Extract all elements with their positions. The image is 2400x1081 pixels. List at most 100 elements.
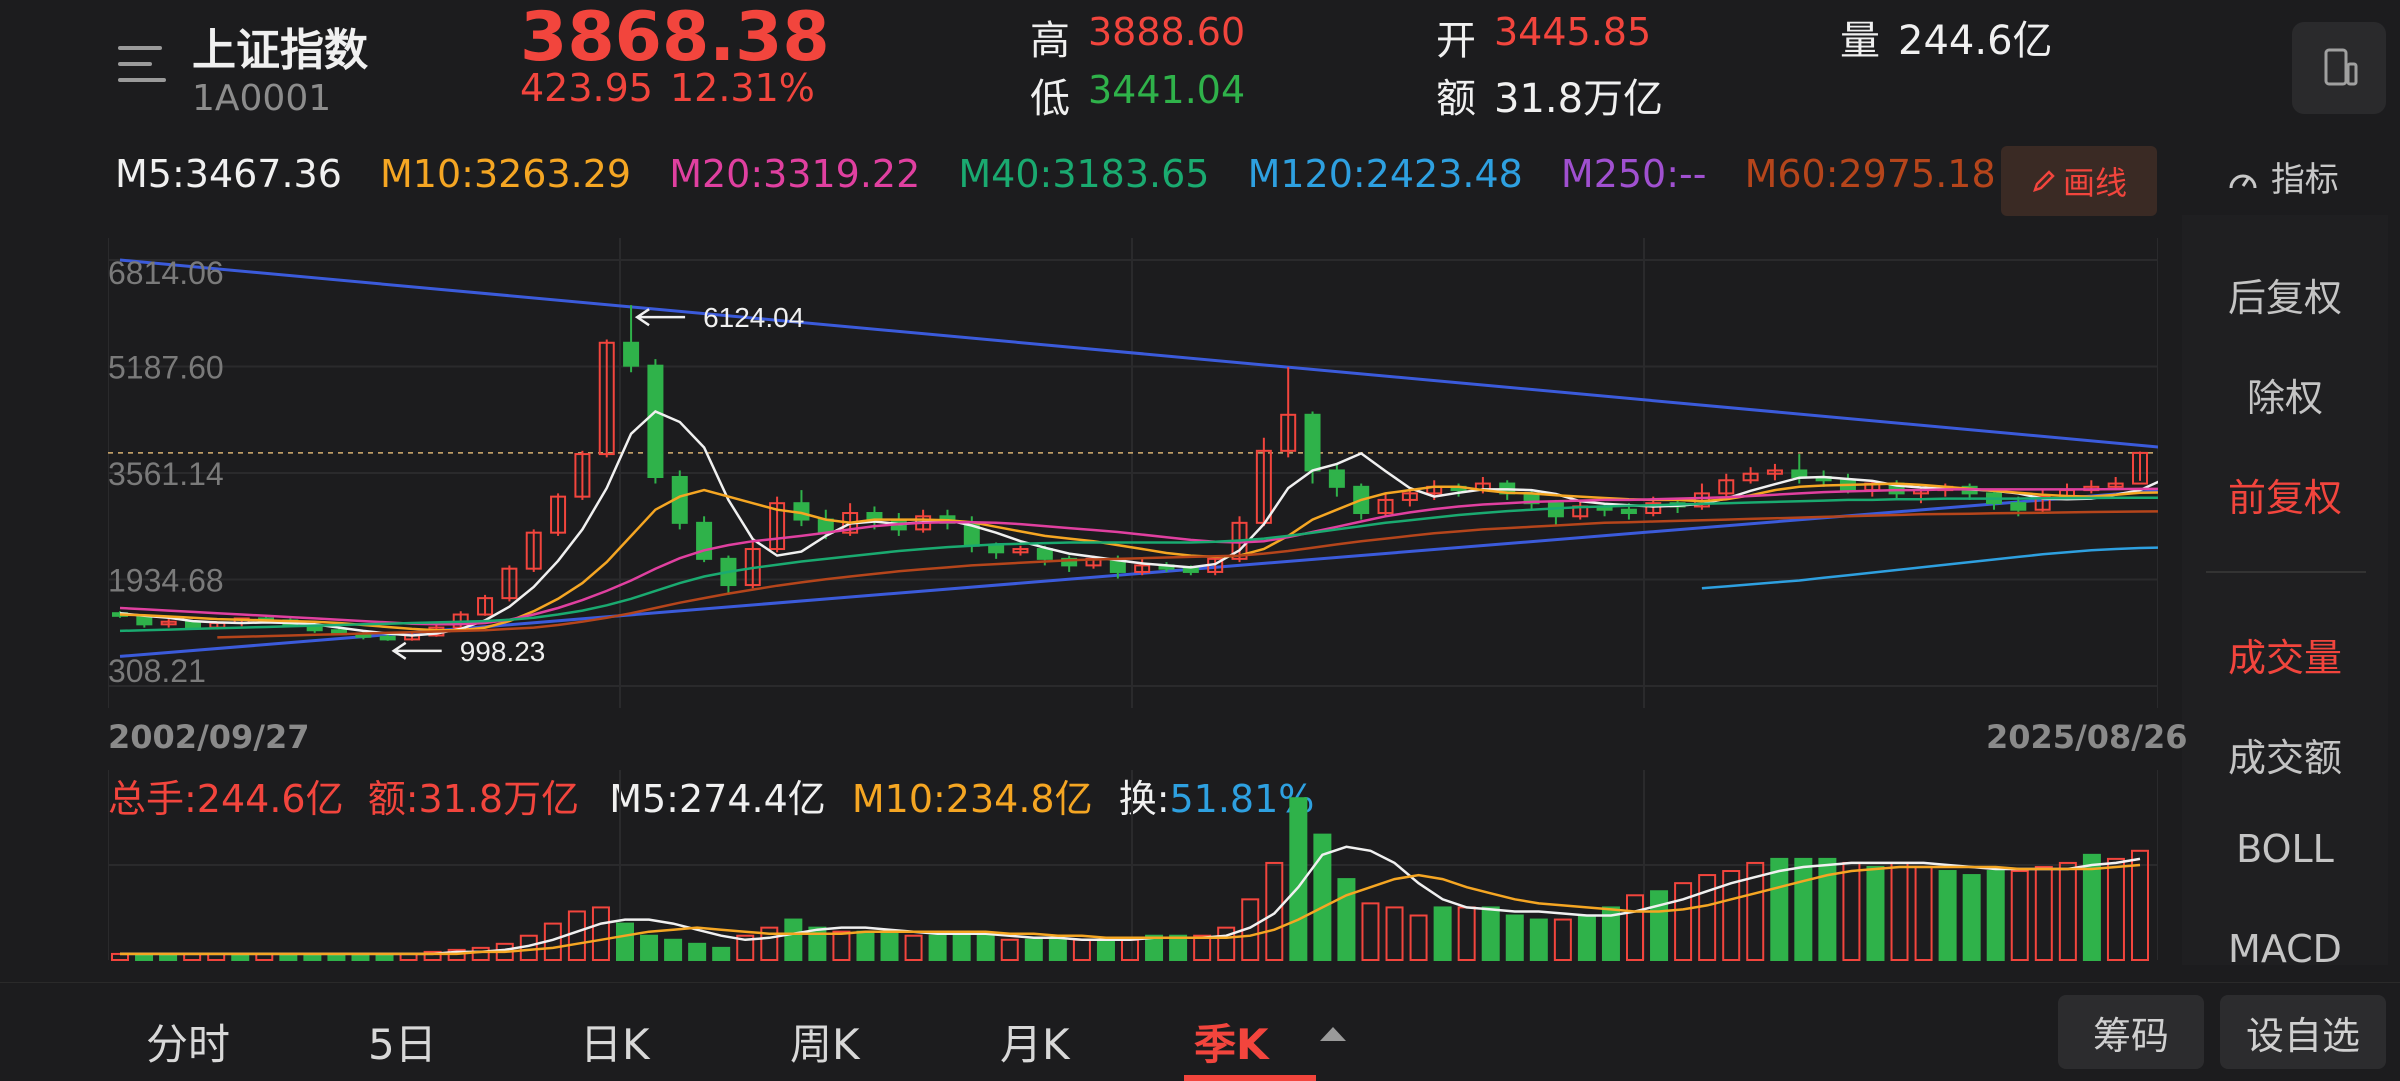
candle-body [525,531,542,570]
side-item-turnover[interactable]: 成交额 [2227,736,2342,780]
volume-bar [928,934,947,962]
volume-bar [1770,857,1789,961]
amount-label: 额 [1436,76,1476,122]
chips-button[interactable]: 筹码 [2058,995,2204,1069]
candle-body [623,341,640,367]
volume-bar [856,930,875,961]
y-tick-label: 6814.06 [108,255,224,291]
volume-bar [1553,918,1572,961]
caret-up-icon[interactable] [1318,1023,1348,1043]
volume-value: 244.6亿 [1898,18,2053,64]
indicator-label: 指标 [2270,160,2339,200]
candle-body [817,518,834,534]
volume-bar [1481,906,1500,962]
candle-body [379,635,396,641]
annotation-arrow [391,641,442,660]
ma120-label: M120:2423.48 [1247,152,1523,196]
low-label: 低 [1030,76,1070,122]
volume-bar [1962,874,1981,961]
y-tick-label: 308.21 [108,653,206,689]
volume-bar [1866,865,1885,961]
volume-m10: M10:234.8亿 [851,777,1093,821]
volume-info-row: 总手:244.6亿 额:31.8万亿 M5:274.4亿 M10:234.8亿 … [108,768,1314,823]
ma250-label: M250:-- [1560,152,1707,196]
volume-bar [591,906,610,962]
candle-body [2132,451,2148,485]
x-start-date: 2002/09/27 [108,718,310,756]
total-volume: 总手:244.6亿 [108,777,344,821]
annotation-label: 6124.04 [703,302,804,333]
tab-weekly-k[interactable]: 周K [790,1020,860,1069]
candle-body [1036,548,1053,560]
volume-bar [1096,938,1115,961]
volume-bar [1361,902,1380,961]
volume-chart[interactable] [108,770,2158,966]
candle-body [1061,557,1078,567]
candle-body [1766,469,1783,475]
ma-line-m20 [119,487,2158,626]
add-watchlist-button[interactable]: 设自选 [2220,995,2386,1069]
volume-bar [1289,797,1308,961]
ma20-label: M20:3319.22 [669,152,921,196]
period-tab-bar: 分时 5日 日K 周K 月K 季K 筹码 设自选 [0,982,2400,1081]
ma-lines [119,410,2158,639]
volume-bar [423,950,442,962]
side-item-back-adjusted[interactable]: 后复权 [2227,276,2342,320]
candle-body [1012,548,1029,554]
volume-bar [712,946,731,962]
volume-bar [1577,914,1596,961]
candle-body [1328,469,1345,488]
volume-bar [1337,878,1356,961]
side-item-volume[interactable]: 成交量 [2227,636,2342,680]
side-item-boll[interactable]: BOLL [2236,827,2334,871]
volume-bar [1433,906,1452,962]
ma10-label: M10:3263.29 [380,152,632,196]
volume-bar [1000,938,1019,961]
phone-rotate-icon [2324,48,2358,86]
volume-bar [1409,914,1428,961]
ma-line-m120 [1701,546,2158,590]
volume-bar [471,946,490,962]
tab-quarterly-k[interactable]: 季K [1194,1020,1269,1069]
draw-line-label: 画线 [2062,164,2127,202]
volume-bar [1193,934,1212,962]
volume-bar [1121,938,1139,961]
side-item-macd[interactable]: MACD [2228,927,2342,965]
volume-m5: M5:274.4亿 [609,777,826,821]
tab-daily-k[interactable]: 日K [580,1020,650,1069]
side-item-forward-adjusted[interactable]: 前复权 [2227,476,2342,520]
volume-bar [1217,926,1236,961]
volume-bar [1842,861,1861,961]
landscape-toggle-button[interactable] [2292,22,2386,114]
side-item-ex-rights[interactable]: 除权 [2246,376,2323,420]
tab-intraday[interactable]: 分时 [146,1020,231,1069]
volume-bar [1048,938,1067,961]
volume-bar [1265,861,1284,961]
candle-body [696,521,713,560]
volume-bar [1938,870,1957,961]
candle-body [1134,564,1151,573]
candle-body [598,341,615,456]
volume-bar [2106,857,2125,961]
volume-bar [904,934,923,962]
volume-bar [784,918,803,961]
volume-bars [111,797,2149,962]
draw-line-button[interactable]: 画线 [2001,146,2157,216]
volume-bar [640,934,659,962]
price-change-pct: 12.31% [670,66,815,110]
menu-icon[interactable] [112,40,172,90]
indicator-button[interactable]: 指标 [2226,152,2339,201]
volume-bar [616,922,634,962]
side-option-panel: 后复权 除权 前复权 成交量 成交额 BOLL MACD [2182,215,2388,965]
price-change: 423.95 [520,66,653,110]
volume-grid [108,770,2158,960]
high-label: 高 [1030,18,1070,64]
tab-monthly-k[interactable]: 月K [1000,1020,1070,1069]
tab-5day[interactable]: 5日 [368,1020,437,1069]
ma40-label: M40:3183.65 [958,152,1210,196]
volume-bar [1674,882,1693,961]
volume-bar [976,934,995,962]
y-tick-label: 5187.60 [108,349,224,385]
kline-chart[interactable]: 6124.04 998.23 6814.06 5187.60 3561.14 1934.… [108,238,2158,708]
candle-body [2107,482,2124,488]
